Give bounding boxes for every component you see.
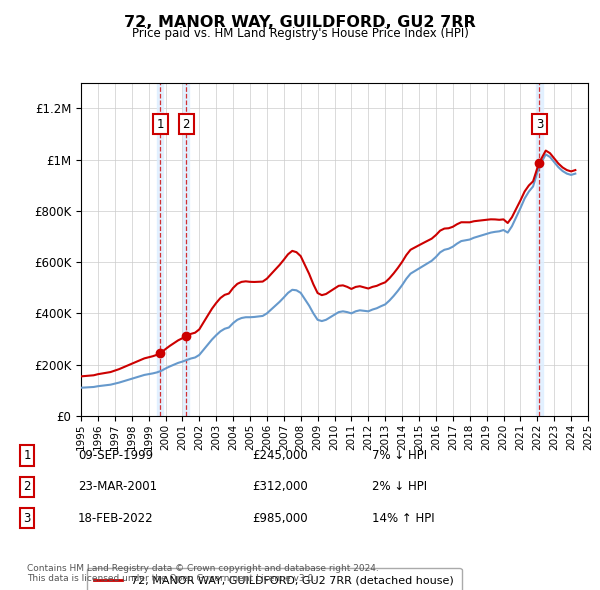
Text: 2: 2 [182, 118, 190, 131]
Text: 2: 2 [23, 480, 31, 493]
Text: 23-MAR-2001: 23-MAR-2001 [78, 480, 157, 493]
Text: 1: 1 [157, 118, 164, 131]
Text: 3: 3 [23, 512, 31, 525]
Bar [536, 83, 542, 416]
Text: £312,000: £312,000 [252, 480, 308, 493]
Text: Price paid vs. HM Land Registry's House Price Index (HPI): Price paid vs. HM Land Registry's House … [131, 27, 469, 40]
Text: 7% ↓ HPI: 7% ↓ HPI [372, 449, 427, 462]
Text: £985,000: £985,000 [252, 512, 308, 525]
Text: 72, MANOR WAY, GUILDFORD, GU2 7RR: 72, MANOR WAY, GUILDFORD, GU2 7RR [124, 15, 476, 30]
Legend: 72, MANOR WAY, GUILDFORD, GU2 7RR (detached house), HPI: Average price, detached: 72, MANOR WAY, GUILDFORD, GU2 7RR (detac… [86, 568, 461, 590]
Text: 3: 3 [536, 118, 543, 131]
Text: 14% ↑ HPI: 14% ↑ HPI [372, 512, 434, 525]
Text: 1: 1 [23, 449, 31, 462]
Bar [157, 83, 163, 416]
Bar [183, 83, 190, 416]
Text: 18-FEB-2022: 18-FEB-2022 [78, 512, 154, 525]
Text: 2% ↓ HPI: 2% ↓ HPI [372, 480, 427, 493]
Text: Contains HM Land Registry data © Crown copyright and database right 2024.
This d: Contains HM Land Registry data © Crown c… [27, 563, 379, 583]
Text: £245,000: £245,000 [252, 449, 308, 462]
Text: 09-SEP-1999: 09-SEP-1999 [78, 449, 153, 462]
